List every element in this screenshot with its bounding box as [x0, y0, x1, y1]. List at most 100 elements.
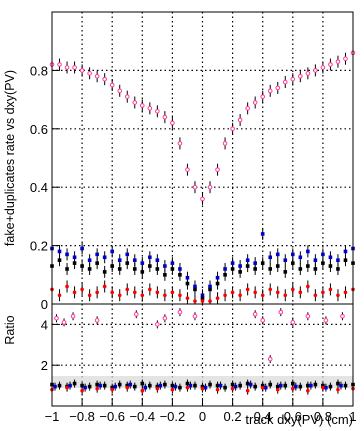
x-tick-label: 0	[199, 409, 206, 424]
data-point	[309, 383, 313, 388]
data-point	[294, 384, 298, 389]
data-point	[215, 167, 220, 172]
data-point	[117, 267, 122, 271]
data-point	[328, 264, 333, 268]
data-point	[102, 270, 107, 274]
data-point	[163, 382, 167, 387]
data-point	[328, 384, 333, 389]
x-tick-label: −0.2	[160, 409, 186, 424]
data-series-3	[50, 383, 355, 395]
data-point	[268, 255, 273, 260]
data-point	[323, 318, 329, 323]
data-point	[193, 284, 197, 289]
x-tick-label: 0.8	[314, 409, 332, 424]
data-point	[238, 264, 242, 268]
data-point	[343, 258, 348, 262]
data-point	[125, 287, 130, 292]
data-point	[283, 383, 288, 388]
x-tick-label: −1	[45, 409, 60, 424]
data-point	[158, 383, 163, 388]
data-point	[275, 387, 280, 392]
data-point	[193, 299, 197, 303]
data-point	[215, 387, 220, 392]
data-point	[72, 381, 77, 386]
data-point	[65, 267, 69, 271]
x-tick-label: 1	[349, 409, 356, 424]
data-point	[208, 299, 212, 303]
data-point	[268, 382, 273, 387]
data-point	[170, 261, 175, 265]
data-point	[124, 94, 130, 99]
data-point	[65, 284, 69, 289]
ratio-y-axis-label: Ratio	[3, 315, 17, 344]
data-point	[230, 382, 235, 387]
data-point	[222, 141, 228, 146]
data-point	[72, 255, 77, 260]
data-point	[343, 56, 348, 62]
data-point	[245, 388, 250, 393]
data-point	[336, 267, 340, 271]
data-point	[237, 117, 243, 123]
data-point	[192, 313, 198, 319]
data-point	[208, 284, 212, 289]
data-point	[178, 267, 182, 271]
data-point	[207, 184, 213, 190]
data-point	[87, 293, 92, 298]
data-point	[132, 290, 137, 295]
data-point	[252, 311, 258, 317]
data-point	[343, 290, 348, 295]
data-point	[321, 290, 325, 295]
data-point	[140, 270, 145, 274]
data-point	[260, 293, 265, 298]
data-point	[267, 356, 273, 362]
data-point	[98, 383, 102, 388]
data-point	[336, 293, 340, 298]
data-point	[110, 264, 114, 268]
x-tick-label: −0.8	[69, 409, 95, 424]
data-point	[336, 381, 340, 386]
data-point	[252, 100, 258, 105]
data-point	[53, 384, 57, 389]
data-point	[291, 252, 295, 257]
data-point	[328, 255, 333, 260]
data-point	[283, 293, 288, 298]
data-point	[61, 320, 67, 325]
data-point	[200, 386, 205, 391]
data-point	[188, 383, 193, 388]
data-point	[291, 287, 295, 292]
data-point	[328, 62, 333, 67]
data-point	[70, 313, 76, 319]
data-point	[72, 65, 77, 70]
data-point	[57, 258, 62, 262]
data-point	[140, 103, 145, 108]
data-point	[321, 261, 325, 265]
ratio-x-ticks: −1 −0.8 −0.6 −0.4 −0.2 0 0.2 0.4 0.6 0.8 1	[45, 398, 357, 424]
data-point	[275, 290, 280, 295]
data-point	[132, 267, 137, 271]
data-point	[80, 287, 84, 292]
data-point	[313, 382, 318, 387]
data-series-2	[53, 380, 343, 392]
data-point	[148, 383, 152, 388]
data-point	[155, 290, 160, 295]
data-point	[203, 385, 208, 390]
data-point	[140, 293, 145, 298]
data-point	[335, 59, 341, 64]
data-point	[177, 141, 183, 146]
ratio-data-marks	[50, 308, 355, 395]
data-point	[253, 261, 257, 265]
data-point	[185, 381, 190, 386]
data-point	[223, 267, 227, 271]
data-point	[230, 126, 235, 132]
data-point	[320, 65, 326, 70]
data-point	[306, 264, 310, 268]
data-point	[253, 290, 257, 295]
data-point	[95, 382, 99, 387]
x-tick-label: 0.2	[224, 409, 242, 424]
data-point	[177, 309, 183, 315]
data-point	[275, 264, 280, 268]
data-point	[340, 313, 345, 319]
data-point	[193, 383, 197, 388]
data-point	[328, 287, 333, 292]
data-point	[95, 261, 99, 265]
